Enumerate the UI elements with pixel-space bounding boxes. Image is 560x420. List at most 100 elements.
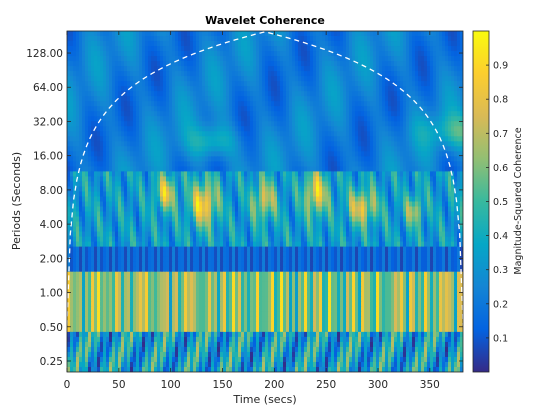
heatmap-cell — [73, 141, 77, 147]
heatmap-cell — [457, 96, 461, 102]
heatmap-cell — [244, 36, 248, 42]
heatmap-cell — [106, 41, 110, 47]
heatmap-cell — [343, 76, 347, 82]
heatmap-cell — [160, 106, 164, 112]
heatmap-cell — [424, 81, 428, 87]
heatmap-cell — [355, 156, 359, 162]
heatmap-cell — [190, 106, 194, 112]
heatmap-cell — [67, 51, 71, 57]
heatmap-cell — [166, 176, 170, 183]
heatmap-cell — [370, 76, 374, 82]
heatmap-cell — [103, 86, 107, 92]
heatmap-cell — [205, 131, 209, 137]
heatmap-cell — [211, 61, 215, 67]
heatmap-cell — [460, 186, 463, 193]
heatmap-cell — [358, 56, 362, 62]
heatmap-cell — [238, 111, 242, 117]
heatmap-cell — [193, 181, 197, 188]
heatmap-cell — [280, 76, 284, 82]
heatmap-cell — [298, 36, 302, 42]
heatmap-cell — [184, 41, 188, 47]
heatmap-cell — [361, 86, 365, 92]
heatmap-cell — [166, 41, 170, 47]
heatmap-cell — [316, 166, 320, 173]
heatmap-cell — [124, 141, 128, 147]
heatmap-cell — [328, 151, 332, 157]
heatmap-cell — [73, 81, 77, 87]
heatmap-cell — [112, 156, 116, 162]
heatmap-cell — [226, 176, 230, 183]
heatmap-cell — [331, 101, 335, 107]
heatmap-cell — [325, 61, 329, 67]
heatmap-cell — [127, 51, 131, 57]
heatmap-cell — [229, 136, 233, 142]
heatmap-cell — [241, 86, 245, 92]
heatmap-cell — [313, 191, 317, 198]
heatmap-cell — [334, 141, 338, 147]
heatmap-cell — [175, 191, 179, 198]
heatmap-cell — [400, 56, 404, 62]
heatmap-cell — [418, 101, 422, 107]
heatmap-cell — [130, 31, 134, 37]
heatmap-cell — [220, 81, 224, 87]
heatmap-cell — [88, 61, 92, 67]
heatmap-cell — [208, 166, 212, 173]
heatmap-cell — [424, 166, 428, 173]
heatmap-cell — [229, 146, 233, 152]
heatmap-cell — [157, 171, 161, 178]
heatmap-cell — [439, 96, 443, 102]
heatmap-cell — [439, 46, 443, 52]
heatmap-cell — [136, 96, 140, 102]
heatmap-cell — [391, 141, 395, 147]
heatmap-cell — [214, 86, 218, 92]
heatmap-cell — [172, 91, 176, 97]
heatmap-cell — [151, 76, 155, 82]
heatmap-cell — [352, 81, 356, 87]
heatmap-cell — [256, 166, 260, 173]
heatmap-cell — [439, 171, 443, 178]
heatmap-cell — [439, 81, 443, 87]
heatmap-cell — [139, 116, 143, 122]
heatmap-cell — [286, 61, 290, 67]
heatmap-cell — [286, 131, 290, 137]
heatmap-cell — [328, 31, 332, 37]
heatmap-cell — [427, 81, 431, 87]
heatmap-cell — [211, 76, 215, 82]
heatmap-cell — [73, 146, 77, 152]
heatmap-cell — [127, 146, 131, 152]
heatmap-cell — [268, 96, 272, 102]
heatmap-cell — [217, 61, 221, 67]
heatmap-cell — [244, 161, 248, 167]
heatmap-cell — [190, 91, 194, 97]
heatmap-cell — [421, 151, 425, 157]
heatmap-cell — [163, 86, 167, 92]
heatmap-cell — [238, 156, 242, 162]
heatmap-cell — [205, 31, 209, 37]
heatmap-cell — [448, 186, 452, 193]
heatmap-cell — [403, 121, 407, 127]
heatmap-cell — [67, 126, 71, 132]
heatmap-cell — [151, 86, 155, 92]
heatmap-cell — [97, 71, 101, 77]
heatmap-cell — [238, 101, 242, 107]
heatmap-cell — [205, 46, 209, 52]
heatmap-cell — [292, 156, 296, 162]
heatmap-cell — [238, 61, 242, 67]
heatmap-cell — [100, 191, 104, 198]
heatmap-cell — [208, 141, 212, 147]
heatmap-cell — [364, 76, 368, 82]
heatmap-cell — [208, 111, 212, 117]
heatmap-cell — [136, 31, 140, 37]
heatmap-cell — [223, 76, 227, 82]
heatmap-cell — [202, 161, 206, 167]
heatmap-cell — [184, 191, 188, 198]
heatmap-cell — [163, 156, 167, 162]
heatmap-cell — [136, 41, 140, 47]
heatmap-cell — [106, 131, 110, 137]
heatmap-cell — [433, 131, 437, 137]
heatmap-cell — [346, 81, 350, 87]
heatmap-cell — [307, 126, 311, 132]
heatmap-cell — [331, 181, 335, 188]
heatmap-cell — [331, 116, 335, 122]
heatmap-cell — [247, 151, 251, 157]
